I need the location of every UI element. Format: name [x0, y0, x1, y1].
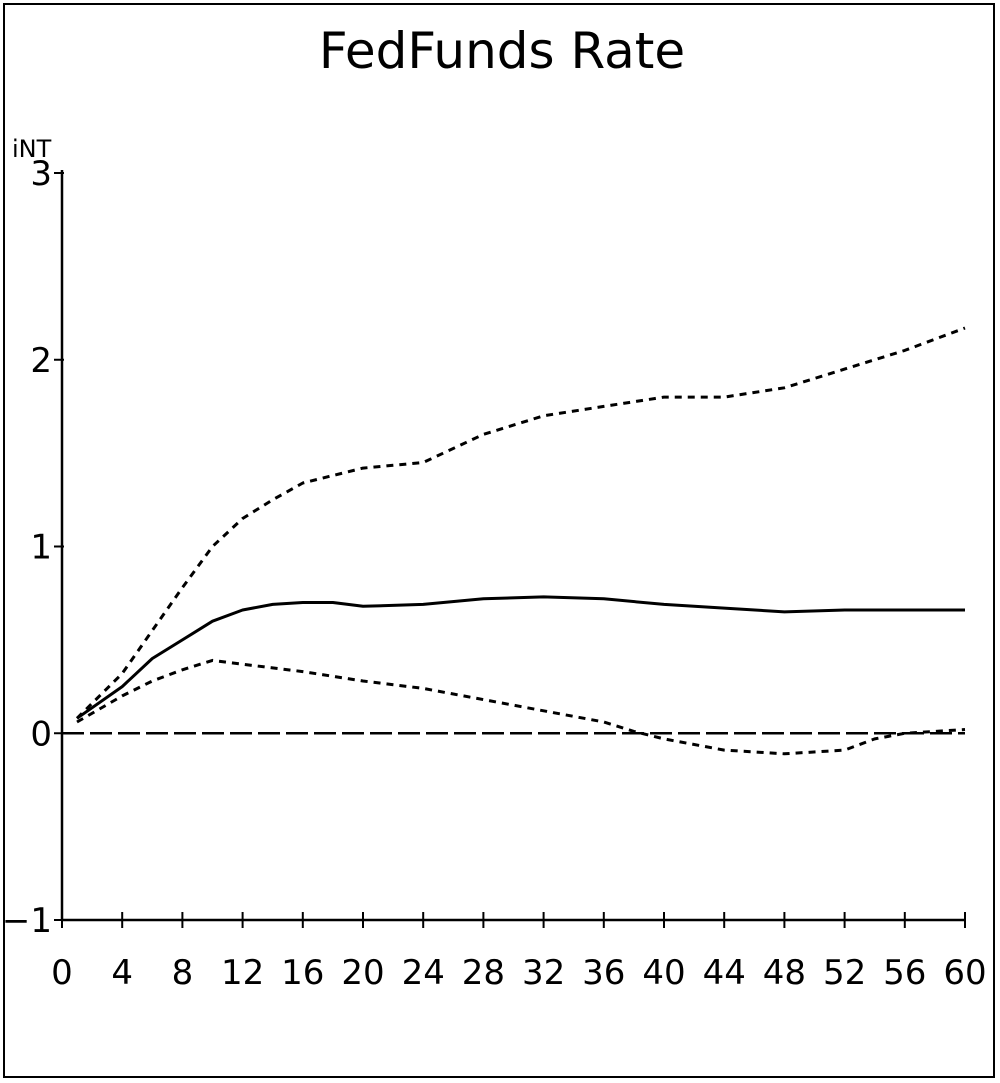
x-tick-label: 0: [51, 953, 73, 993]
x-tick-label: 52: [823, 953, 866, 993]
x-tick-label: 28: [462, 953, 505, 993]
x-tick-label: 32: [522, 953, 565, 993]
x-tick-label: 36: [582, 953, 625, 993]
x-tick-label: 16: [281, 953, 324, 993]
y-tick-label: 2: [30, 341, 52, 381]
confidence-band-line-1: [75, 326, 966, 720]
y-tick-label: 0: [30, 714, 52, 754]
y-tick-label: 1: [30, 528, 52, 568]
response-line: [76, 595, 965, 720]
x-tick-label: 4: [111, 953, 133, 993]
x-tick-label: 48: [763, 953, 806, 993]
x-tick-label: 40: [642, 953, 685, 993]
x-tick-label: 44: [703, 953, 746, 993]
series-layer: [75, 326, 966, 756]
y-tick-label: −1: [2, 901, 52, 941]
confidence-band-line-2: [76, 658, 966, 756]
x-tick-label: 8: [172, 953, 194, 993]
y-axis-label: iNT: [12, 135, 52, 163]
chart-title: FedFunds Rate: [319, 22, 685, 80]
chart-frame: [3, 3, 995, 1078]
x-tick-label: 20: [341, 953, 384, 993]
x-tick-label: 60: [943, 953, 986, 993]
x-tick-label: 12: [221, 953, 264, 993]
x-tick-label: 24: [402, 953, 445, 993]
y-tick-label: 3: [30, 154, 52, 194]
x-tick-label: 56: [883, 953, 926, 993]
